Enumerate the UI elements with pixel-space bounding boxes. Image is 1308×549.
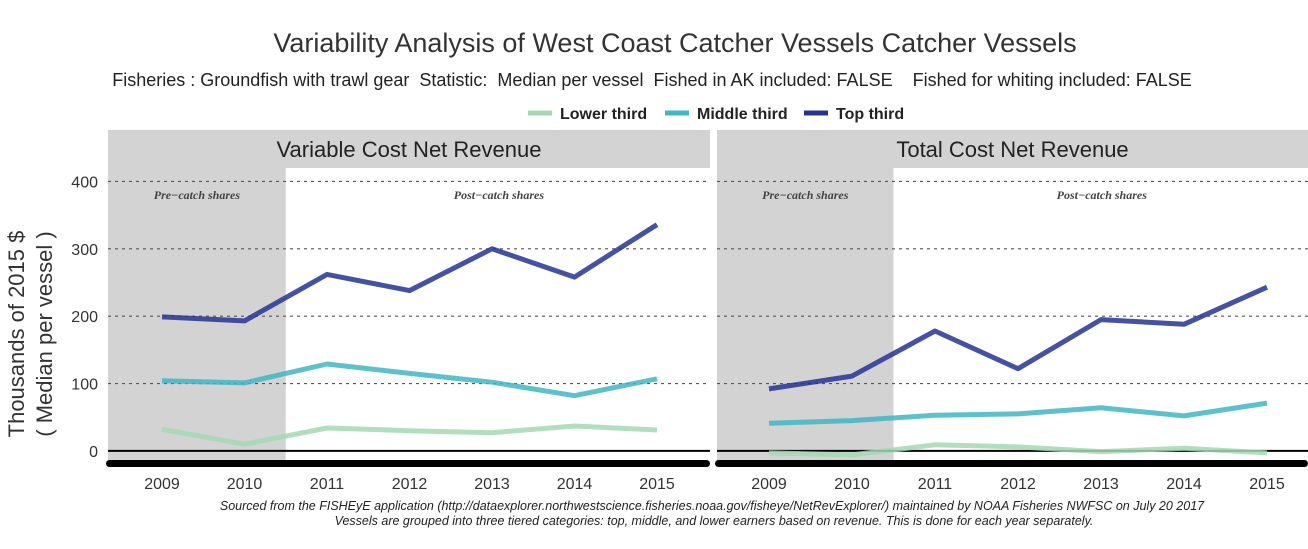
legend-item-middle-third: Middle third bbox=[665, 106, 788, 123]
panel-total-cost-net-revenue-x-tick-label-2014: 2014 bbox=[1166, 476, 1202, 493]
panel-total-cost-net-revenue-series-middle-third bbox=[768, 400, 1268, 426]
panel-total-cost-net-revenue: Total Cost Net Revenue Pre−catch shares Po… bbox=[715, 130, 1308, 493]
panel-variable-cost-net-revenue-series-middle-third bbox=[161, 361, 658, 399]
y-tick-label-400: 400 bbox=[71, 174, 98, 191]
panel-total-cost-net-revenue-x-tick-label-2010: 2010 bbox=[834, 476, 870, 493]
caption-grouping: Vessels are grouped into three tiered ca… bbox=[335, 514, 1094, 528]
y-tick-label-300: 300 bbox=[71, 242, 98, 259]
panel-total-cost-net-revenue-x-tick-label-2011: 2011 bbox=[918, 476, 953, 493]
panel-total-cost-net-revenue-x-tick-label-2012: 2012 bbox=[1000, 476, 1036, 493]
chart-subtitle: Fisheries : Groundfish with trawl gear S… bbox=[112, 70, 1192, 90]
panel-total-cost-net-revenue-strip-label: Total Cost Net Revenue bbox=[896, 137, 1128, 162]
panel-total-cost-net-revenue-strip bbox=[717, 130, 1308, 168]
panel-variable-cost-net-revenue-x-tick-label-2012: 2012 bbox=[392, 476, 428, 493]
panel-variable-cost-net-revenue-x-tick-label-2014: 2014 bbox=[557, 476, 593, 493]
y-axis-title-line2: ( Median per vessel ) bbox=[32, 231, 57, 436]
panel-variable-cost-net-revenue-strip bbox=[108, 130, 710, 168]
y-tick-label-100: 100 bbox=[71, 377, 98, 394]
y-axis-title: Thousands of 2015 $ ( Median per vessel … bbox=[4, 231, 57, 438]
panel-variable-cost-net-revenue-strip-label: Variable Cost Net Revenue bbox=[277, 137, 542, 162]
y-tick-label-0: 0 bbox=[89, 444, 98, 461]
legend-label-middle-third: Middle third bbox=[697, 106, 788, 123]
panel-variable-cost-net-revenue-x-tick-label-2010: 2010 bbox=[227, 476, 263, 493]
panel-variable-cost-net-revenue-x-tick-label-2011: 2011 bbox=[310, 476, 345, 493]
panel-variable-cost-net-revenue: Variable Cost Net Revenue Pre−catch share… bbox=[71, 130, 710, 493]
legend-item-top-third: Top third bbox=[804, 106, 904, 123]
panel-total-cost-net-revenue-post-label: Post−catch shares bbox=[1057, 188, 1148, 202]
panel-variable-cost-net-revenue-series-top-third bbox=[161, 222, 659, 324]
panel-total-cost-net-revenue-series-lower-third bbox=[768, 442, 1268, 458]
legend-label-top-third: Top third bbox=[836, 106, 904, 123]
panel-variable-cost-net-revenue-x-axis-bar bbox=[106, 460, 710, 467]
panel-variable-cost-net-revenue-pre-label: Pre−catch shares bbox=[154, 188, 241, 202]
panel-total-cost-net-revenue-series-top-third bbox=[768, 284, 1269, 392]
panel-total-cost-net-revenue-x-tick-label-2015: 2015 bbox=[1249, 476, 1285, 493]
panel-variable-cost-net-revenue-series-lower-third bbox=[161, 423, 658, 447]
legend: Lower third Middle third Top third bbox=[528, 106, 904, 123]
panel-variable-cost-net-revenue-x-tick-label-2013: 2013 bbox=[474, 476, 510, 493]
legend-item-lower-third: Lower third bbox=[528, 106, 647, 123]
panel-total-cost-net-revenue-x-tick-label-2009: 2009 bbox=[751, 476, 787, 493]
legend-label-lower-third: Lower third bbox=[560, 106, 647, 123]
panel-variable-cost-net-revenue-post-label: Post−catch shares bbox=[454, 188, 545, 202]
panel-variable-cost-net-revenue-x-tick-label-2015: 2015 bbox=[639, 476, 675, 493]
caption-source: Sourced from the FISHEyE application (ht… bbox=[220, 499, 1205, 513]
y-tick-label-200: 200 bbox=[71, 309, 98, 326]
panel-total-cost-net-revenue-pre-label: Pre−catch shares bbox=[762, 188, 849, 202]
y-axis-title-line1: Thousands of 2015 $ bbox=[4, 231, 29, 438]
panel-total-cost-net-revenue-x-tick-label-2013: 2013 bbox=[1083, 476, 1119, 493]
panel-total-cost-net-revenue-x-axis-bar bbox=[715, 460, 1308, 467]
facet-panels: Variable Cost Net Revenue Pre−catch share… bbox=[71, 130, 1308, 493]
panel-total-cost-net-revenue-pre-shade bbox=[717, 168, 894, 461]
panel-variable-cost-net-revenue-x-tick-label-2009: 2009 bbox=[144, 476, 180, 493]
chart-title: Variability Analysis of West Coast Catch… bbox=[273, 28, 1076, 58]
